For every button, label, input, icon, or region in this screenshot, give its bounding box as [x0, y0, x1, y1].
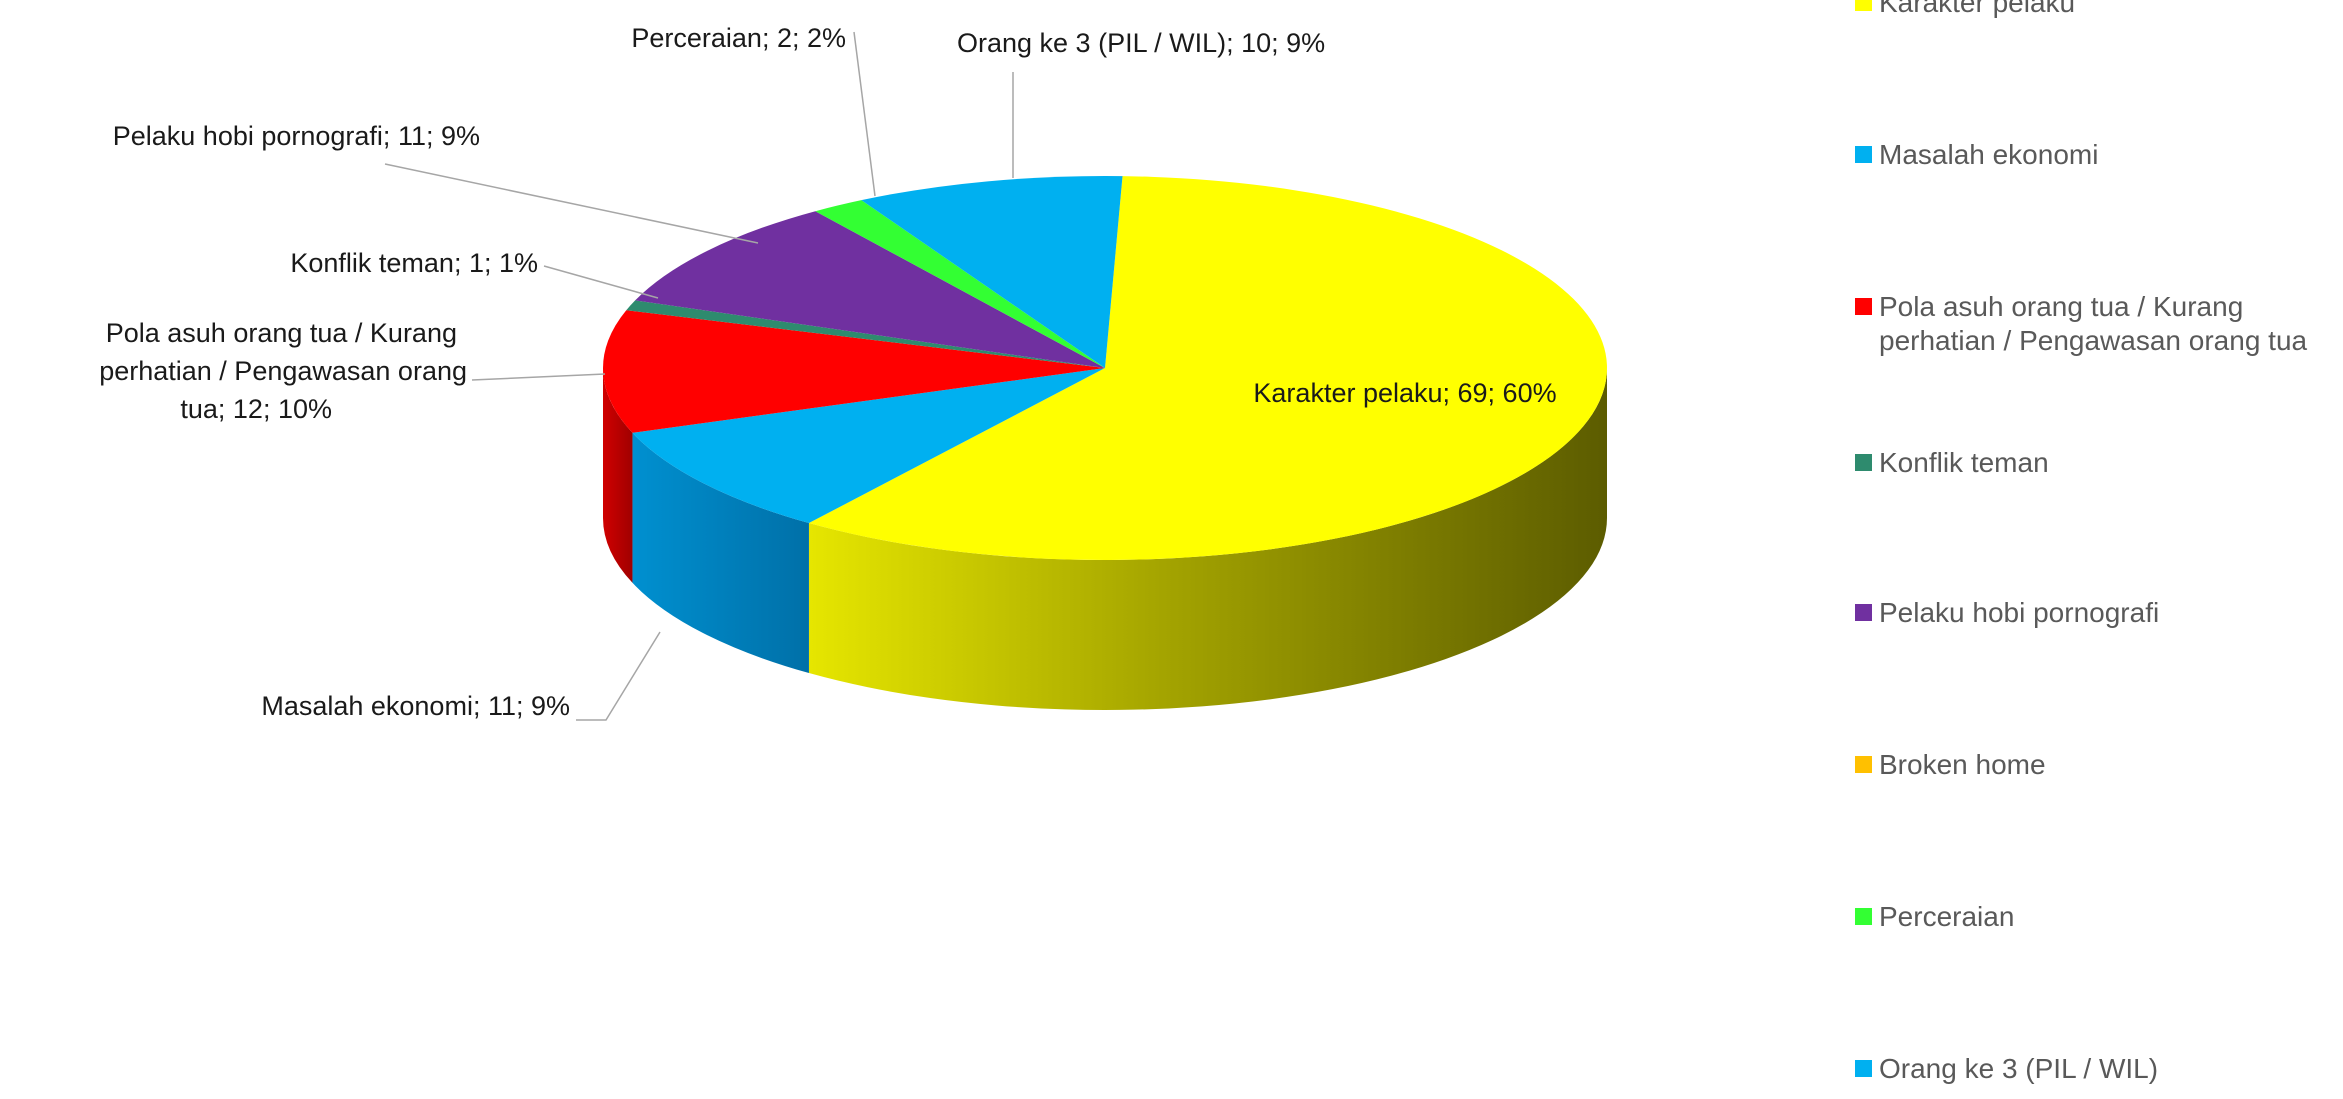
data-label: Karakter pelaku; 69; 60%	[1253, 378, 1556, 408]
legend-item-broken-home: Broken home	[1855, 748, 2329, 782]
legend-item-pola-asuh-orang-tua-kurang-perhatian-pengawasan-orang-tua: Pola asuh orang tua / Kurang perhatian /…	[1855, 290, 2329, 358]
leader-line	[576, 631, 661, 721]
leader-line	[384, 163, 759, 244]
data-label: Konflik teman; 1; 1%	[290, 248, 538, 278]
legend-swatch	[1855, 604, 1872, 621]
legend-label: Perceraian	[1879, 901, 2015, 932]
leader-line	[543, 265, 659, 299]
legend-swatch	[1855, 0, 1872, 11]
legend-swatch	[1855, 908, 1872, 925]
pie-slice-orang-ke-3-pil-wil	[861, 176, 1123, 368]
chart-legend: Karakter pelaku Masalah ekonomi Pola asuh …	[1855, 0, 2335, 1099]
leader-line	[853, 31, 876, 197]
data-label: Pelaku hobi pornografi; 11; 9%	[113, 121, 480, 151]
legend-item-konflik-teman: Konflik teman	[1855, 446, 2329, 480]
legend-item-orang-ke-3-pil-wil: Orang ke 3 (PIL / WIL)	[1855, 1052, 2329, 1086]
pie-slice-perceraian	[815, 200, 1105, 368]
legend-item-perceraian: Perceraian	[1855, 900, 2329, 934]
legend-swatch	[1855, 146, 1872, 163]
pie-side-pola-asuh-orang-tua-kurang-perhatian-pengawasan-orang-tua	[603, 368, 633, 583]
data-label: Orang ke 3 (PIL / WIL); 10; 9%	[957, 28, 1325, 58]
legend-item-karakter-pelaku: Karakter pelaku	[1855, 0, 2329, 20]
legend-label: Masalah ekonomi	[1879, 139, 2099, 170]
pie-slice-masalah-ekonomi	[632, 368, 1105, 524]
legend-label: Orang ke 3 (PIL / WIL)	[1879, 1053, 2159, 1084]
pie-slice-konflik-teman	[626, 300, 1105, 368]
legend-item-masalah-ekonomi: Masalah ekonomi	[1855, 138, 2329, 172]
legend-swatch	[1855, 298, 1872, 315]
legend-label: Pola asuh orang tua / Kurang perhatian /…	[1879, 291, 2308, 356]
legend-swatch	[1855, 1060, 1872, 1077]
legend-item-pelaku-hobi-pornografi: Pelaku hobi pornografi	[1855, 596, 2329, 630]
legend-label: Karakter pelaku	[1879, 0, 2076, 18]
legend-swatch	[1855, 454, 1872, 471]
data-label: Pola asuh orang tua / Kurang perhatian / …	[99, 318, 467, 424]
legend-label: Broken home	[1879, 749, 2046, 780]
pie-slice-karakter-pelaku	[808, 176, 1607, 561]
legend-label: Konflik teman	[1879, 447, 2049, 478]
legend-label: Pelaku hobi pornografi	[1879, 597, 2160, 628]
pie-side-masalah-ekonomi	[632, 432, 809, 674]
pie-slice-pelaku-hobi-pornografi	[635, 211, 1105, 368]
pie-slice-pola-asuh-orang-tua-kurang-perhatian-pengawasan-orang-tua	[602, 310, 1105, 433]
data-label: Perceraian; 2; 2%	[631, 23, 846, 53]
data-label: Masalah ekonomi; 11; 9%	[261, 691, 570, 721]
legend-swatch	[1855, 756, 1872, 773]
pie-side-karakter-pelaku	[808, 368, 1607, 710]
leader-line	[471, 373, 606, 381]
